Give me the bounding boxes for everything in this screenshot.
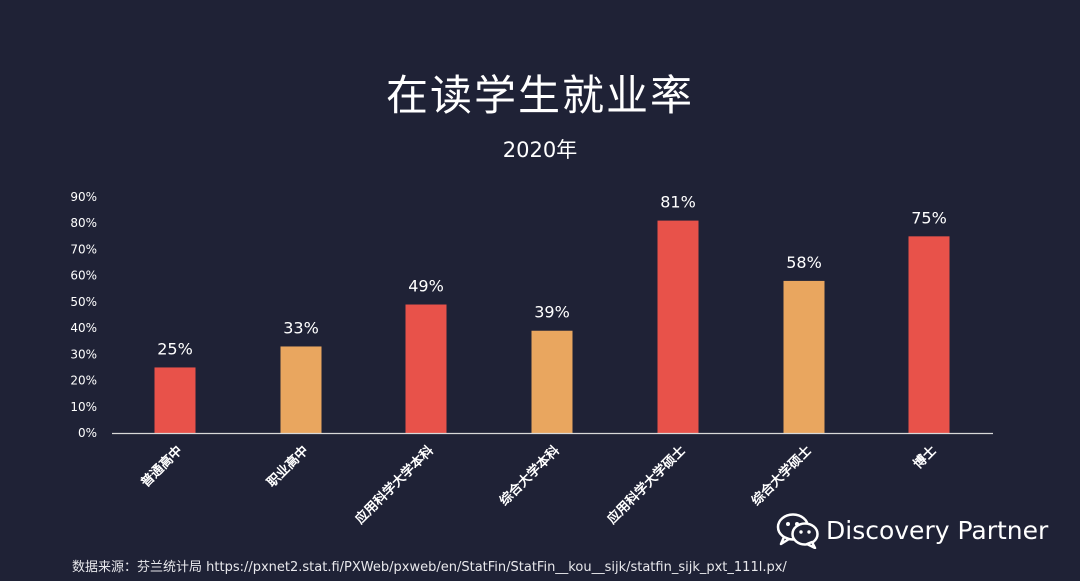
brand-name: Discovery Partner xyxy=(826,515,1049,545)
data-label: 33% xyxy=(283,318,319,337)
y-tick-label: 10% xyxy=(70,400,97,414)
x-tick-label: 应用科学大学本科 xyxy=(352,443,437,528)
x-tick-label: 应用科学大学硕士 xyxy=(604,443,689,528)
y-tick-label: 0% xyxy=(78,426,97,440)
data-label: 49% xyxy=(408,277,444,296)
bar xyxy=(280,346,322,433)
y-tick-label: 40% xyxy=(70,321,97,335)
data-label: 58% xyxy=(786,253,822,272)
y-tick-label: 90% xyxy=(70,190,97,204)
y-tick-label: 20% xyxy=(70,374,97,388)
bar xyxy=(531,330,573,433)
x-tick-label: 综合大学硕士 xyxy=(748,443,814,509)
wechat-icon xyxy=(776,513,819,549)
y-tick-label: 80% xyxy=(70,216,97,230)
y-tick-label: 50% xyxy=(70,295,97,309)
bar xyxy=(908,236,950,433)
x-tick-label: 职业高中 xyxy=(264,443,312,491)
source-note: 数据来源：芬兰统计局 https://pxnet2.stat.fi/PXWeb/… xyxy=(72,560,787,575)
data-label: 81% xyxy=(660,193,696,212)
y-tick-label: 70% xyxy=(70,242,97,256)
x-tick-label: 博士 xyxy=(910,443,940,473)
chart-subtitle: 2020年 xyxy=(502,138,578,162)
bar xyxy=(657,220,699,433)
data-label: 25% xyxy=(157,339,193,358)
bar xyxy=(783,280,825,433)
y-tick-label: 30% xyxy=(70,347,97,361)
x-tick-label: 普通高中 xyxy=(138,443,186,491)
data-label: 39% xyxy=(534,303,570,322)
bar xyxy=(154,367,196,433)
chart-title: 在读学生就业率 xyxy=(385,71,694,120)
x-tick-label: 综合大学本科 xyxy=(496,443,562,509)
bar xyxy=(405,304,447,433)
watermark: Discovery Partner xyxy=(776,511,1048,549)
y-tick-label: 60% xyxy=(70,269,97,283)
data-label: 75% xyxy=(911,208,947,227)
